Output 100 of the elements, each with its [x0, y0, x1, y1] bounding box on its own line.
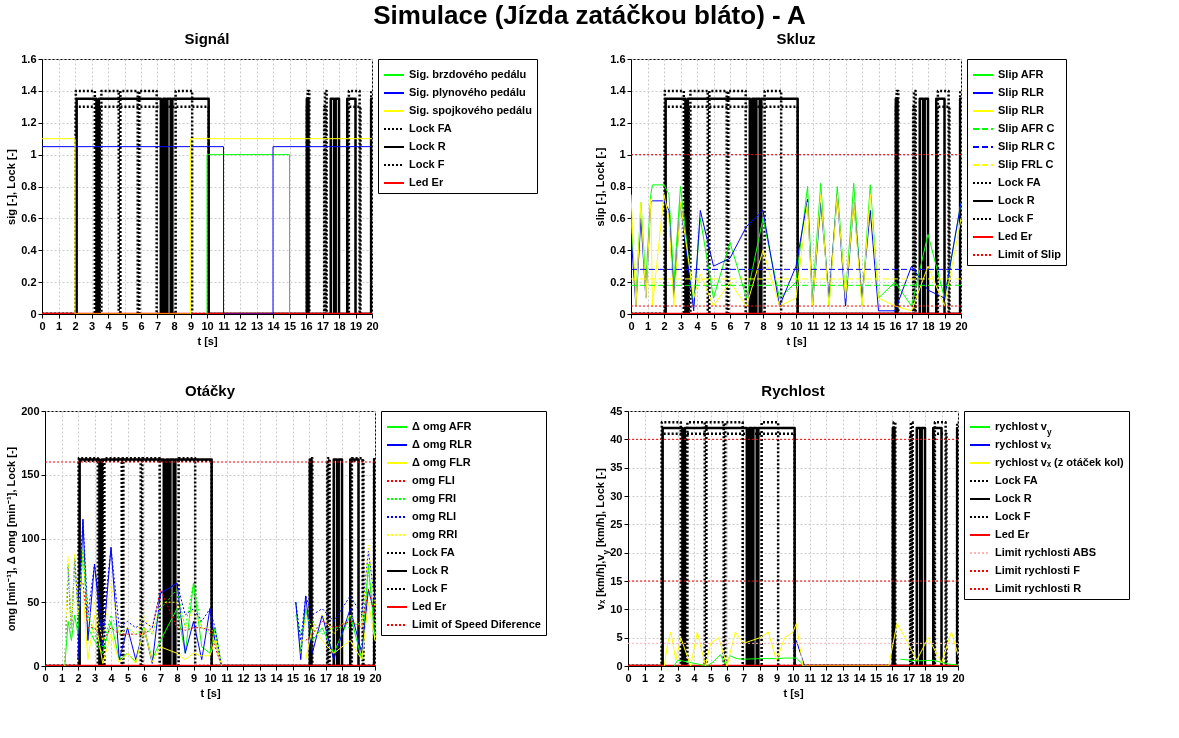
legend-label: Slip AFR C	[998, 122, 1055, 134]
chart-title: Rychlost	[761, 382, 825, 399]
x-tick-label: 2	[72, 319, 79, 332]
legend-label: Lock FA	[995, 474, 1038, 486]
x-tick-label: 5	[124, 671, 132, 684]
legend-label: Lock R	[998, 194, 1035, 206]
x-axis-title: t [s]	[783, 686, 804, 699]
x-tick-label: 8	[174, 671, 181, 684]
x-tick-label: 12	[234, 319, 247, 332]
x-tick-label: 1	[641, 671, 649, 684]
legend-label: Lock R	[995, 492, 1032, 504]
y-tick-label: 50	[27, 595, 40, 608]
x-tick-label: 12	[237, 671, 250, 684]
y-tick-label: 0.2	[610, 275, 626, 288]
x-tick-label: 3	[674, 671, 682, 684]
x-tick-label: 14	[270, 671, 284, 684]
y-tick-label: 1.2	[21, 116, 37, 129]
legend-label: Led Er	[998, 230, 1033, 242]
y-tick-label: 0.2	[21, 275, 37, 288]
legend-label: Slip RLR	[998, 104, 1044, 116]
x-tick-label: 11	[221, 671, 233, 684]
y-tick-label: 0.8	[610, 180, 626, 192]
x-tick-label: 7	[743, 319, 751, 332]
legend-label: Limit rychlosti F	[995, 564, 1081, 576]
x-tick-label: 13	[836, 671, 850, 684]
x-tick-label: 8	[171, 319, 178, 332]
y-axis-title: slip [-], Lock [-]	[594, 147, 607, 227]
x-tick-label: 5	[121, 319, 129, 332]
x-tick-label: 4	[105, 319, 113, 332]
y-tick-label: 45	[610, 404, 623, 417]
x-tick-label: 20	[366, 319, 379, 332]
legend-label: Lock F	[998, 212, 1034, 224]
x-tick-label: 7	[154, 319, 162, 332]
x-tick-label: 20	[952, 671, 965, 684]
x-tick-label: 15	[283, 319, 297, 332]
y-tick-label: 1.6	[21, 52, 37, 65]
legend-label: Lock FA	[409, 122, 452, 134]
x-tick-label: 14	[853, 671, 867, 684]
y-tick-label: 0.6	[21, 211, 37, 224]
legend-label: Lock F	[409, 158, 445, 170]
x-tick-label: 3	[677, 319, 685, 332]
y-tick-label: 0	[616, 659, 623, 672]
x-tick-label: 9	[190, 671, 198, 684]
x-tick-label: 4	[694, 319, 702, 332]
x-tick-label: 10	[201, 319, 214, 332]
x-tick-label: 6	[138, 319, 145, 332]
y-tick-label: 25	[610, 517, 623, 530]
x-tick-label: 3	[88, 319, 96, 332]
y-tick-label: 10	[610, 602, 623, 615]
x-tick-label: 20	[955, 319, 968, 332]
legend-label: omg RRI	[412, 528, 458, 540]
text: Simulace (Jízda zatáčkou bláto) - A	[373, 0, 806, 30]
x-tick-label: 10	[790, 319, 803, 332]
x-tick-label: 4	[691, 671, 699, 684]
y-tick-label: 0.8	[21, 180, 37, 192]
x-tick-label: 17	[316, 319, 330, 332]
x-tick-label: 9	[773, 671, 781, 684]
legend-label: Lock F	[995, 510, 1031, 522]
legend-label: rychlost vₓ (z otáček kol)	[995, 456, 1125, 468]
x-tick-label: 15	[286, 671, 300, 684]
x-tick-label: 17	[905, 319, 919, 332]
legend-label: Limit of Slip	[998, 248, 1062, 260]
x-tick-label: 12	[823, 319, 836, 332]
x-tick-label: 14	[856, 319, 870, 332]
y-tick-label: 0	[30, 307, 37, 320]
legend-label: omg RLI	[412, 510, 456, 522]
x-tick-label: 12	[820, 671, 833, 684]
x-tick-label: 16	[886, 671, 899, 684]
legend-label: Limit rychlosti R	[995, 582, 1082, 594]
x-tick-label: 16	[889, 319, 902, 332]
y-tick-label: 1.2	[610, 116, 626, 129]
legend-label: Limit rychlosti ABS	[995, 546, 1097, 558]
legend-label: Slip FRL C	[998, 158, 1054, 170]
x-tick-label: 16	[300, 319, 313, 332]
y-tick-label: 5	[616, 631, 623, 644]
legend-label: Led Er	[412, 600, 447, 612]
y-tick-label: 0	[619, 307, 626, 320]
legend-label: rychlost v$_{y}$	[995, 420, 1052, 437]
x-tick-label: 18	[919, 671, 932, 684]
x-tick-label: 19	[935, 671, 949, 684]
y-tick-label: 0	[33, 659, 40, 672]
x-tick-label: 14	[267, 319, 281, 332]
legend-label: Δ omg RLR	[412, 438, 472, 450]
y-tick-label: 0.4	[610, 243, 627, 256]
legend-label: Sig. plynového pedálu	[409, 86, 526, 98]
y-tick-label: 0.6	[610, 211, 626, 224]
y-tick-label: 1.4	[610, 84, 627, 97]
x-tick-label: 17	[902, 671, 916, 684]
y-tick-label: 0.4	[21, 243, 38, 256]
y-tick-label: 1	[30, 148, 37, 161]
legend-label: rychlost vₓ	[995, 438, 1052, 450]
y-tick-label: 35	[610, 461, 623, 474]
legend-label: Δ omg AFR	[412, 420, 472, 432]
legend-label: Δ omg FLR	[412, 456, 471, 468]
x-tick-label: 1	[55, 319, 63, 332]
legend-label: Sig. spojkového pedálu	[409, 104, 532, 116]
legend-label: Slip RLR C	[998, 140, 1055, 152]
legend-label: Led Er	[995, 528, 1030, 540]
legend-label: Lock FA	[412, 546, 455, 558]
y-tick-label: 40	[610, 432, 623, 445]
